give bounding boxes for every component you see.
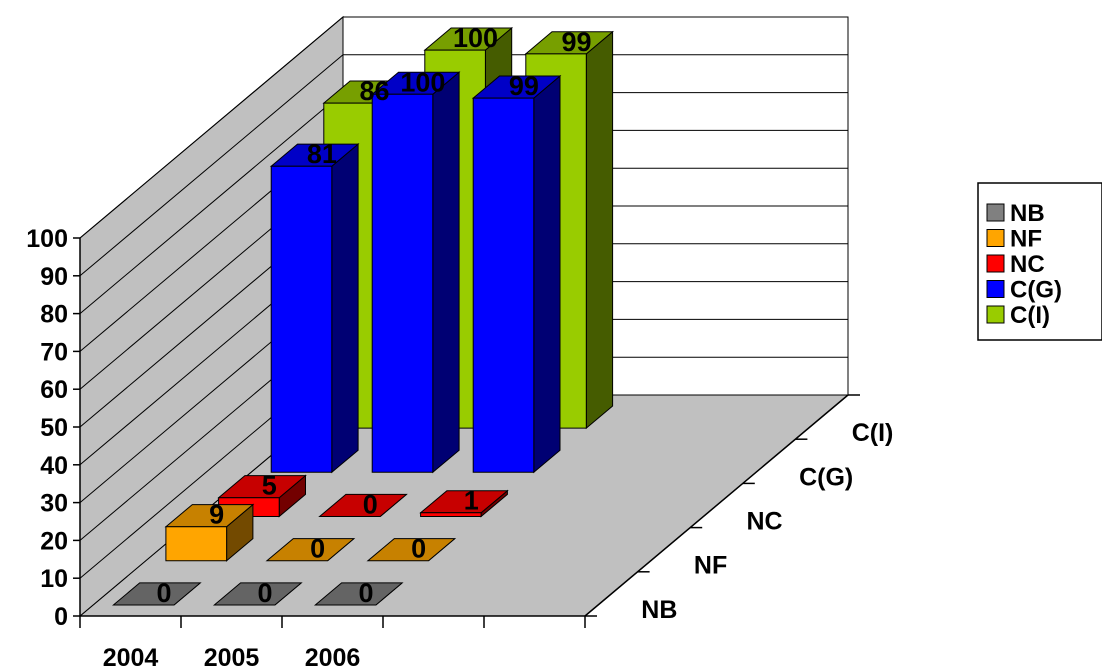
bar-NF-2006	[366, 538, 457, 562]
y-tick-label: 10	[40, 565, 68, 593]
bar-top	[112, 582, 202, 606]
data-label: 99	[509, 71, 539, 101]
data-label: 0	[258, 578, 273, 608]
x-tick-label: 2004	[103, 644, 159, 670]
legend-swatch	[986, 305, 1005, 324]
bar-side	[331, 143, 359, 474]
bar-NC-2006	[419, 489, 509, 518]
x-tick-label: 2005	[204, 644, 260, 670]
bar-NB-2004	[112, 582, 202, 606]
legend-label: NF	[1010, 226, 1042, 253]
data-label: 0	[411, 534, 426, 564]
data-label: 99	[561, 27, 591, 57]
data-label: 86	[359, 76, 389, 106]
data-label: 81	[307, 139, 337, 169]
legend-label: NC	[1010, 251, 1045, 278]
y-tick-label: 60	[40, 376, 68, 404]
legend-swatch	[986, 229, 1005, 247]
data-label: 0	[310, 534, 325, 564]
data-label: 100	[453, 23, 498, 53]
bar-top	[366, 538, 457, 562]
x-tick-label: 2006	[305, 644, 361, 670]
depth-axis-line	[584, 394, 849, 617]
gridline-side	[79, 54, 344, 277]
data-label: 1	[464, 486, 479, 516]
bars	[112, 26, 614, 606]
bar-side	[432, 71, 460, 474]
y-tick-label: 30	[40, 490, 68, 518]
y-tick-label: 80	[40, 301, 68, 329]
depth-tick-label: C(G)	[799, 463, 853, 491]
data-label: 0	[363, 490, 378, 520]
bar-front	[420, 512, 482, 517]
bar-C(G)-2005	[370, 71, 461, 474]
bar-NB-2005	[212, 582, 303, 606]
y-tick-label: 50	[40, 414, 68, 442]
legend-label: C(I)	[1010, 302, 1050, 329]
bar-NB-2006	[313, 582, 404, 606]
bar-top	[212, 582, 303, 606]
data-label: 0	[359, 578, 374, 608]
legend-swatch	[986, 203, 1005, 222]
legend-swatch	[986, 280, 1005, 298]
bar-side	[585, 30, 614, 430]
bar-top	[318, 493, 408, 517]
bar-NF-2004	[164, 503, 255, 562]
gridline-side	[79, 92, 344, 314]
y-tick-label: 20	[40, 527, 68, 555]
bar-C(G)-2004	[269, 143, 360, 474]
y-tick-label: 40	[40, 452, 68, 480]
data-label: 5	[262, 471, 277, 501]
depth-tick-label: NC	[747, 508, 783, 536]
y-tick-label: 70	[40, 338, 68, 366]
bar-C(G)-2006	[471, 74, 562, 474]
bar-NF-2005	[265, 538, 356, 562]
legend-label: C(G)	[1010, 277, 1062, 304]
depth-tick-label: NB	[641, 596, 677, 624]
y-tick-label: 0	[54, 603, 68, 631]
bar-top	[313, 582, 404, 606]
bar-side	[533, 74, 561, 474]
y-tick-label: 100	[26, 225, 68, 253]
gridline-side	[79, 16, 344, 239]
bar-front	[270, 165, 333, 473]
legend-swatch	[986, 254, 1005, 273]
data-label: 0	[157, 578, 172, 608]
depth-tick-label: NF	[694, 552, 727, 580]
bar-front	[472, 97, 535, 473]
y-tick-label: 90	[40, 263, 68, 291]
data-label: 100	[400, 67, 445, 97]
legend-label: NB	[1010, 200, 1045, 227]
bar-front	[371, 93, 434, 473]
bar-NC-2005	[318, 493, 408, 517]
bar-front	[165, 526, 228, 562]
data-label: 9	[209, 500, 224, 530]
depth-tick-label: C(I)	[852, 419, 894, 447]
bar-top	[265, 538, 356, 562]
